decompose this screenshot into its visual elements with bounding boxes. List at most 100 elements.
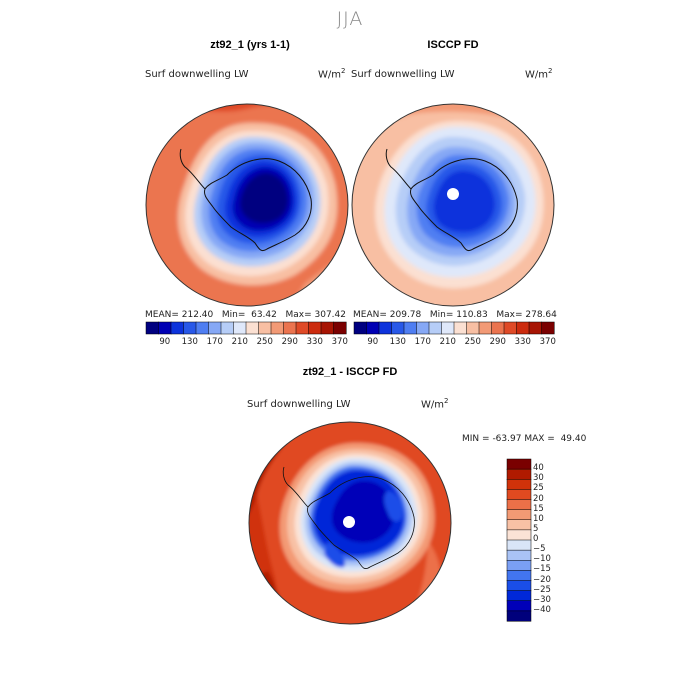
map-boundary (351, 103, 555, 307)
panel-1-variable-label: Surf downwelling LW (145, 69, 249, 80)
colorbar-swatch (170, 321, 185, 335)
colorbar-tick-label: 210 (231, 337, 248, 347)
panel-1-colorbar-ticks: 90 130 170 210 250 290 330 370 (146, 337, 348, 349)
panel-1-units: W/m2 (318, 67, 346, 81)
field-band (240, 173, 288, 224)
panel-1-colorbar (145, 321, 347, 335)
coastline (307, 476, 415, 569)
panel-2-map (351, 103, 555, 307)
panel-2-colorbar-ticks: 90 130 170 210 250 290 330 370 (354, 337, 556, 349)
colorbar-swatch (428, 321, 443, 335)
colorbar-tick-label: 130 (181, 337, 198, 347)
colorbar-swatch (506, 539, 532, 551)
colorbar-swatch (403, 321, 418, 335)
colorbar-swatch (333, 321, 347, 335)
coastline (204, 158, 312, 252)
colorbar-swatch (506, 549, 532, 561)
panel-1-map (145, 103, 349, 307)
colorbar-swatch (503, 321, 518, 335)
colorbar-swatch (506, 570, 532, 582)
colorbar-tick-label: −20 (533, 574, 551, 585)
panel-3-colorbar-ticks: 40 30 25 20 15 10 5 0 −5 −10 −15 −20 −25 −30 −40 (533, 459, 573, 621)
colorbar-tick-label: 370 (331, 337, 348, 347)
map-boundary (145, 103, 349, 307)
panel-2-variable-label: Surf downwelling LW (351, 69, 455, 80)
field-band (324, 541, 346, 568)
colorbar-swatch (506, 509, 532, 521)
colorbar-swatch (506, 590, 532, 602)
figure-title: JJA (336, 8, 364, 30)
pole-hole (343, 516, 355, 528)
colorbar-tick-label: 15 (533, 503, 544, 514)
colorbar-tick-label: 40 (533, 463, 544, 474)
colorbar-swatch (270, 321, 285, 335)
colorbar-tick-label: 210 (439, 337, 456, 347)
colorbar-swatch (506, 519, 532, 531)
colorbar-swatch (506, 600, 532, 612)
colorbar-tick-label: 330 (514, 337, 531, 347)
colorbar-swatch (366, 321, 380, 335)
panel-3-stats: MIN = -63.97 MAX = 49.40 (462, 434, 587, 444)
peninsula (179, 148, 206, 190)
colorbar-tick-label: 290 (281, 337, 298, 347)
colorbar-swatch (295, 321, 310, 335)
colorbar-tick-label: 170 (206, 337, 223, 347)
colorbar-tick-label: 0 (533, 534, 539, 544)
colorbar-swatch (506, 560, 532, 571)
colorbar-tick-label: 25 (533, 483, 544, 494)
colorbar-swatch (320, 321, 335, 335)
peninsula (385, 148, 412, 190)
panel-2-stats: MEAN= 209.78 Min= 110.83 Max= 278.64 (353, 310, 557, 320)
colorbar-swatch (516, 321, 530, 335)
colorbar-swatch (506, 479, 532, 490)
panel-2-units: W/m2 (525, 67, 553, 81)
colorbar-swatch (506, 529, 532, 541)
colorbar-swatch (506, 610, 532, 622)
colorbar-swatch (391, 321, 405, 335)
colorbar-tick-label: 370 (539, 337, 556, 347)
colorbar-tick-label: 250 (464, 337, 481, 347)
panel-1-title: zt92_1 (yrs 1-1) (210, 39, 290, 51)
colorbar-swatch (233, 321, 247, 335)
colorbar-swatch (506, 489, 532, 501)
colorbar-swatch (441, 321, 455, 335)
colorbar-tick-label: 250 (256, 337, 273, 347)
panel-3-colorbar (506, 458, 532, 622)
colorbar-swatch (541, 321, 555, 335)
colorbar-swatch (183, 321, 197, 335)
colorbar-swatch (478, 321, 493, 335)
panel-2-title: ISCCP FD (427, 39, 479, 51)
panel-3-variable-label: Surf downwelling LW (247, 399, 351, 410)
colorbar-tick-label: 20 (533, 493, 544, 504)
colorbar-tick-label: 90 (159, 337, 171, 347)
colorbar-swatch (195, 321, 210, 335)
field-band (433, 170, 495, 233)
colorbar-tick-label: 170 (414, 337, 431, 347)
colorbar-tick-label: −30 (533, 594, 551, 605)
field-band (384, 491, 403, 522)
panel-2-colorbar (353, 321, 555, 335)
colorbar-swatch (245, 321, 260, 335)
colorbar-swatch (158, 321, 172, 335)
panel-3-title: zt92_1 - ISCCP FD (302, 366, 398, 378)
colorbar-swatch (416, 321, 430, 335)
colorbar-tick-label: 10 (533, 513, 544, 524)
colorbar-tick-label: 330 (306, 337, 323, 347)
colorbar-tick-label: −25 (533, 584, 551, 595)
colorbar-swatch (506, 468, 532, 480)
colorbar-tick-label: 130 (389, 337, 406, 347)
colorbar-swatch (378, 321, 393, 335)
colorbar-tick-label: −40 (533, 604, 551, 615)
colorbar-tick-label: −5 (533, 544, 546, 555)
panel-1-stats: MEAN= 212.40 Min= 63.42 Max= 307.42 (145, 310, 346, 320)
colorbar-swatch (308, 321, 322, 335)
colorbar-tick-label: 90 (367, 337, 379, 347)
panel-3-units: W/m2 (421, 397, 449, 411)
colorbar-swatch (220, 321, 235, 335)
pole-hole (447, 188, 459, 200)
colorbar-swatch (283, 321, 297, 335)
colorbar-swatch (145, 321, 160, 335)
colorbar-tick-label: 30 (533, 473, 544, 484)
colorbar-tick-label: 290 (489, 337, 506, 347)
colorbar-swatch (208, 321, 222, 335)
